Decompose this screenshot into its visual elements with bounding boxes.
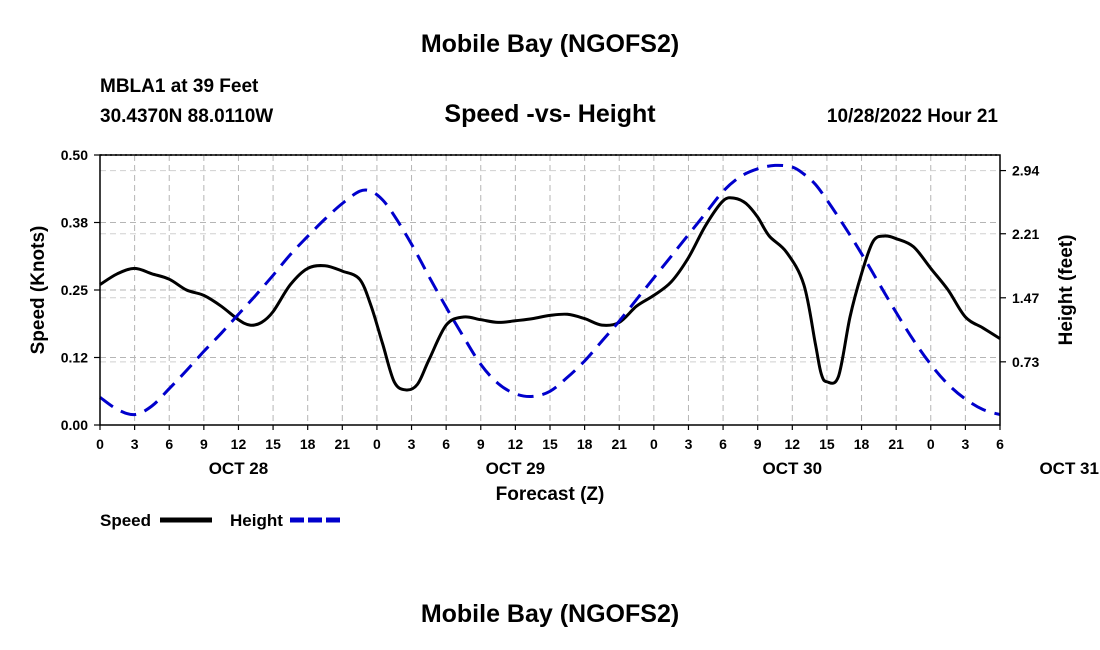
y-left-tick-label: 0.00 (61, 417, 88, 433)
x-tick-label: 3 (685, 436, 693, 452)
y-left-tick-label: 0.12 (61, 350, 88, 366)
x-tick-label: 15 (265, 436, 281, 452)
x-tick-label: 21 (611, 436, 627, 452)
chart-subtitle: Speed -vs- Height (444, 100, 656, 128)
y-left-axis-title: Speed (Knots) (28, 226, 49, 355)
x-tick-label: 12 (508, 436, 524, 452)
y-right-tick-label: 1.47 (1012, 290, 1039, 306)
footer-title: Mobile Bay (NGOFS2) (420, 600, 680, 628)
y-left-tick-label: 0.50 (61, 147, 88, 163)
x-tick-label: 0 (927, 436, 935, 452)
x-tick-label: 0 (650, 436, 658, 452)
x-tick-label: 21 (335, 436, 351, 452)
x-tick-label: 6 (996, 436, 1004, 452)
y-right-tick-label: 2.94 (1012, 163, 1039, 179)
day-label: OCT 28 (209, 459, 269, 478)
x-tick-label: 6 (165, 436, 173, 452)
page-title: Mobile Bay (NGOFS2) (420, 30, 680, 58)
legend-label-speed: Speed (100, 511, 151, 530)
x-tick-label: 3 (131, 436, 139, 452)
x-tick-label: 9 (754, 436, 762, 452)
y-right-axis-title: Height (feet) (1056, 235, 1077, 346)
series-line-speed (99, 196, 1001, 392)
series-line-height (99, 163, 1001, 417)
x-tick-label: 3 (408, 436, 416, 452)
x-tick-label: 18 (854, 436, 870, 452)
x-tick-label: 21 (888, 436, 904, 452)
y-left-tick-label: 0.38 (61, 215, 88, 231)
legend-label-height: Height (230, 511, 283, 530)
x-tick-label: 9 (200, 436, 208, 452)
x-tick-label: 0 (96, 436, 104, 452)
x-tick-label: 15 (542, 436, 558, 452)
station-label: MBLA1 at 39 Feet (100, 76, 259, 97)
x-tick-label: 12 (231, 436, 247, 452)
y-right-tick-label: 0.73 (1012, 354, 1039, 370)
x-tick-label: 9 (477, 436, 485, 452)
x-tick-label: 18 (300, 436, 316, 452)
x-tick-label: 12 (785, 436, 801, 452)
x-tick-label: 6 (442, 436, 450, 452)
day-label: OCT 29 (486, 459, 546, 478)
day-label: OCT 30 (763, 459, 823, 478)
station-coordinates: 30.4370N 88.0110W (100, 106, 274, 127)
x-tick-label: 3 (961, 436, 969, 452)
x-tick-label: 15 (819, 436, 835, 452)
day-label: OCT 31 (1039, 459, 1099, 478)
forecast-datetime: 10/28/2022 Hour 21 (826, 106, 998, 127)
x-tick-label: 6 (719, 436, 727, 452)
x-tick-label: 0 (373, 436, 381, 452)
y-right-tick-label: 2.21 (1012, 226, 1039, 242)
x-tick-label: 18 (577, 436, 593, 452)
y-left-tick-label: 0.25 (61, 282, 88, 298)
x-axis-title: Forecast (Z) (496, 484, 605, 505)
